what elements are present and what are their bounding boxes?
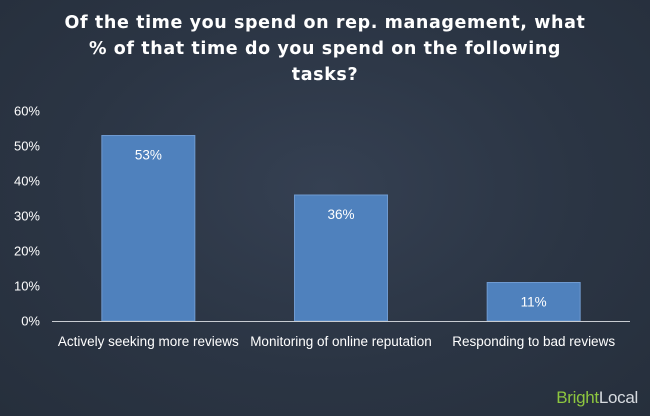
y-axis-ticks: 0% 10% 20% 30% 40% 50% 60% [14,104,40,329]
brightlocal-logo: BrightLocal [556,388,638,408]
x-category-label: Actively seeking more reviews [57,334,239,349]
y-tick-label: 60% [14,104,40,119]
x-category-label: Responding to bad reviews [452,334,616,349]
y-tick-label: 50% [14,139,40,154]
y-tick-label: 20% [14,244,40,259]
logo-text-bright: Bright [556,388,599,407]
y-tick-label: 30% [14,209,40,224]
x-category-label: Monitoring of online reputation [250,334,432,349]
logo-text-local: Local [598,388,638,407]
y-tick-label: 0% [21,314,40,329]
y-tick-label: 40% [14,174,40,189]
bar [101,135,196,322]
chart-title: Of the time you spend on rep. management… [64,13,586,85]
data-label: 53% [135,148,162,163]
y-tick-label: 10% [14,279,40,294]
bar [294,194,388,322]
data-label: 36% [327,207,354,222]
data-label: 11% [521,295,547,310]
bars: 53% 36% 11% [101,135,581,322]
